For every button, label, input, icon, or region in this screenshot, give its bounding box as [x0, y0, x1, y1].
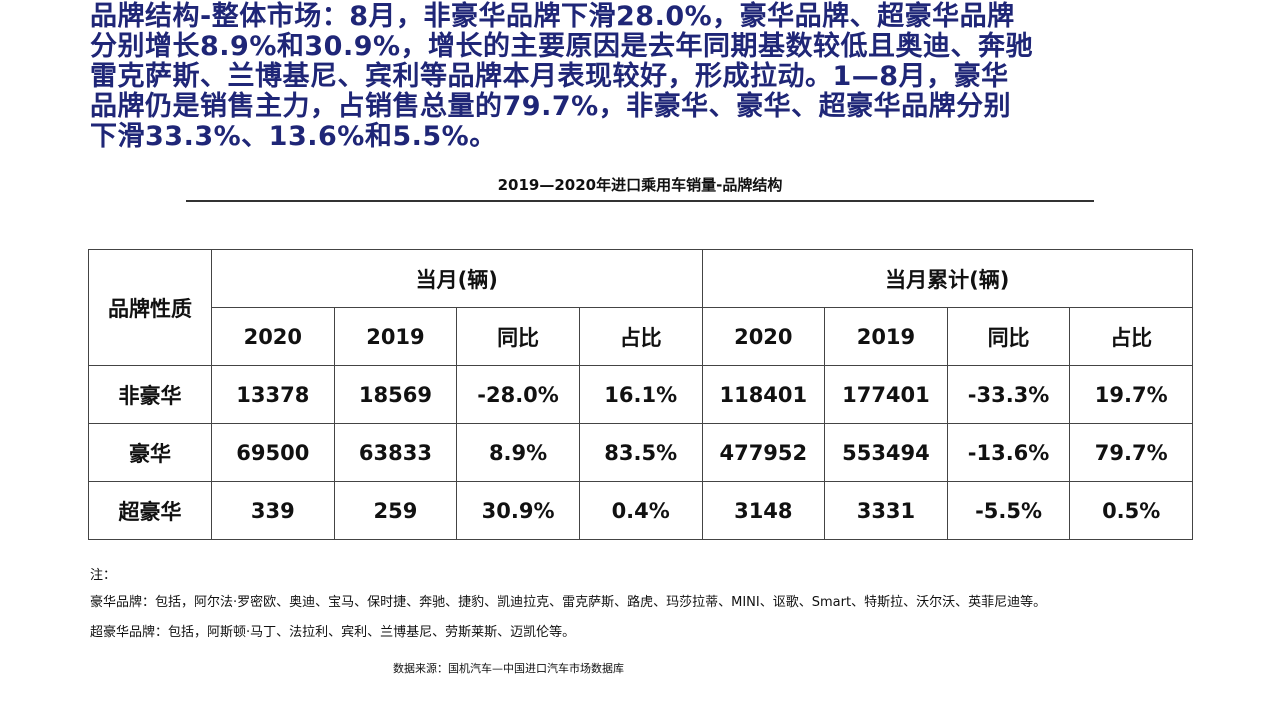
column-header: 占比: [1069, 307, 1193, 366]
column-header: 2019: [824, 307, 948, 366]
row-label: 非豪华: [88, 365, 212, 424]
table-row: 非豪华 13378 18569 -28.0% 16.1% 118401 1774…: [88, 365, 1193, 424]
brand-structure-table: 品牌性质 当月(辆) 当月累计(辆) 2020 2019 同比 占比 2020 …: [88, 249, 1193, 540]
row-header-cell: 品牌性质: [88, 249, 212, 366]
headline-line: 品牌结构-整体市场：8月，非豪华品牌下滑28.0%，豪华品牌、超豪华品牌: [90, 1, 1015, 32]
row-label: 豪华: [88, 423, 212, 482]
table-cell: 553494: [824, 423, 948, 482]
table-cell: 79.7%: [1069, 423, 1193, 482]
table-cell: 19.7%: [1069, 365, 1193, 424]
notes-luxury: 豪华品牌：包括，阿尔法·罗密欧、奥迪、宝马、保时捷、奔驰、捷豹、凯迪拉克、雷克萨…: [90, 595, 1047, 610]
table-row: 超豪华 339 259 30.9% 0.4% 3148 3331 -5.5% 0…: [88, 481, 1193, 540]
headline-line: 分别增长8.9%和30.9%，增长的主要原因是去年同期基数较低且奥迪、奔驰: [90, 31, 1034, 62]
table-cell: 477952: [701, 423, 826, 482]
column-header: 占比: [578, 307, 703, 366]
table-row: 豪华 69500 63833 8.9% 83.5% 477952 553494 …: [88, 423, 1193, 482]
headline-line: 品牌仍是销售主力，占销售总量的79.7%，非豪华、豪华、超豪华品牌分别: [90, 91, 1012, 122]
table-cell: -28.0%: [456, 365, 580, 424]
table-cell: 69500: [211, 423, 335, 482]
headline-line: 雷克萨斯、兰博基尼、宾利等品牌本月表现较好，形成拉动。1—8月，豪华: [90, 61, 1009, 92]
table-cell: -5.5%: [946, 481, 1071, 540]
column-header: 同比: [456, 307, 580, 366]
table-cell: 13378: [211, 365, 335, 424]
table-cell: 0.5%: [1069, 481, 1193, 540]
group-header-monthly: 当月(辆): [211, 249, 703, 308]
table-cell: -33.3%: [946, 365, 1071, 424]
row-label: 超豪华: [88, 481, 212, 540]
group-header-cumulative: 当月累计(辆): [701, 249, 1193, 308]
table-cell: 3148: [701, 481, 826, 540]
data-source: 数据来源：国机汽车—中国进口汽车市场数据库: [393, 662, 624, 675]
column-header: 2020: [211, 307, 335, 366]
title-divider: [186, 200, 1094, 202]
column-header: 2020: [701, 307, 826, 366]
table-cell: 259: [333, 481, 458, 540]
table-cell: 8.9%: [456, 423, 580, 482]
notes-super-luxury: 超豪华品牌：包括，阿斯顿·马丁、法拉利、宾利、兰博基尼、劳斯莱斯、迈凯伦等。: [90, 625, 576, 640]
column-header: 同比: [946, 307, 1071, 366]
table-cell: 3331: [824, 481, 948, 540]
headline-line: 下滑33.3%、13.6%和5.5%。: [90, 121, 497, 152]
table-cell: 83.5%: [578, 423, 703, 482]
headline-text: 品牌结构-整体市场：8月，非豪华品牌下滑28.0%，豪华品牌、超豪华品牌 分别增…: [90, 2, 1033, 152]
table-cell: 118401: [701, 365, 826, 424]
table-cell: 18569: [333, 365, 458, 424]
table-cell: 63833: [333, 423, 458, 482]
table-title: 2019—2020年进口乘用车销量-品牌结构: [497, 176, 783, 194]
column-header: 2019: [333, 307, 458, 366]
table-cell: 30.9%: [456, 481, 580, 540]
notes-title: 注：: [90, 568, 117, 583]
table-header-row: 品牌性质 当月(辆) 当月累计(辆): [88, 249, 1193, 366]
table-cell: 0.4%: [578, 481, 703, 540]
table-subheader-row: 2020 2019 同比 占比 2020 2019 同比 占比: [89, 307, 1193, 366]
table-cell: 177401: [824, 365, 948, 424]
table-cell: 339: [211, 481, 335, 540]
table-cell: 16.1%: [578, 365, 703, 424]
table-cell: -13.6%: [946, 423, 1071, 482]
